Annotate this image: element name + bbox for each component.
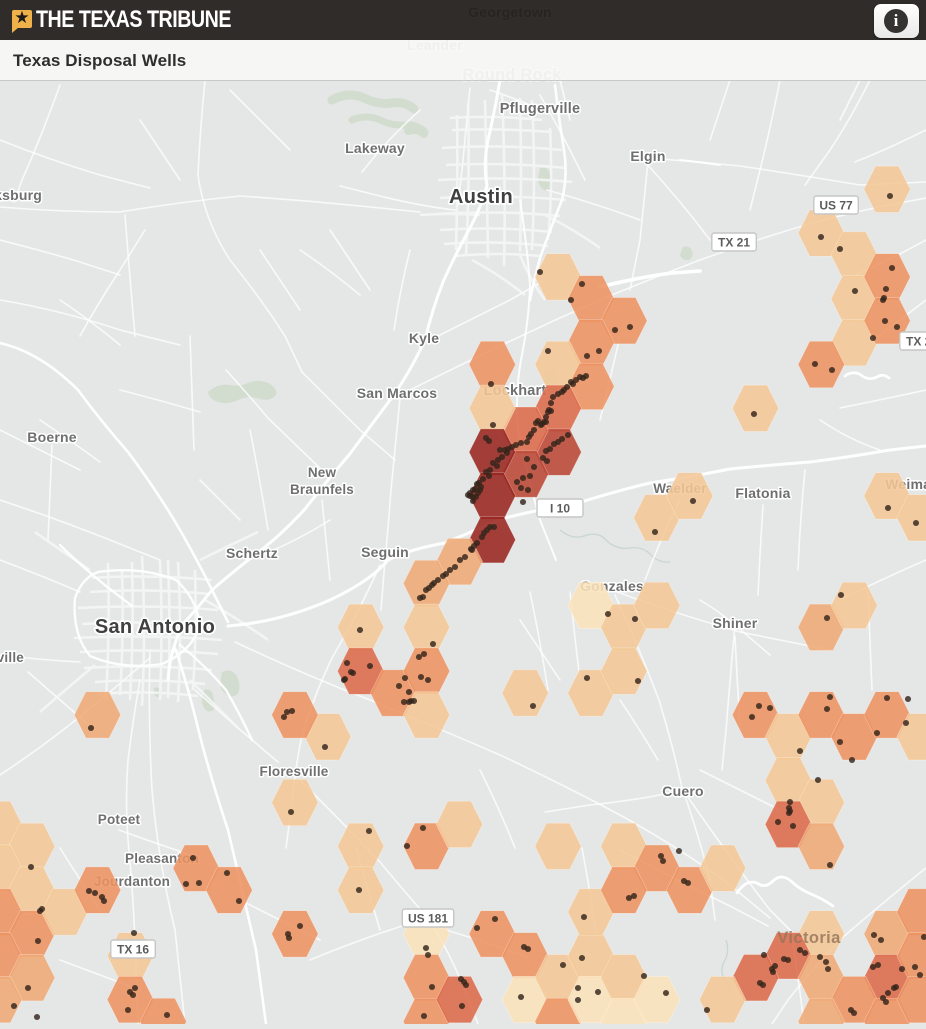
svg-text:Floresville: Floresville <box>260 764 329 779</box>
svg-text:ville: ville <box>0 650 24 665</box>
svg-text:Schertz: Schertz <box>226 545 278 561</box>
svg-text:San Antonio: San Antonio <box>95 616 215 638</box>
svg-text:Flatonia: Flatonia <box>735 485 790 501</box>
svg-text:Shiner: Shiner <box>713 615 758 631</box>
svg-text:Poteet: Poteet <box>98 812 141 827</box>
svg-text:Cuero: Cuero <box>662 783 703 799</box>
svg-text:I 10: I 10 <box>550 502 570 516</box>
svg-text:TX 16: TX 16 <box>117 943 149 957</box>
svg-text:US 181: US 181 <box>408 912 448 926</box>
svg-text:Seguin: Seguin <box>361 544 409 560</box>
svg-text:Boerne: Boerne <box>27 429 76 445</box>
svg-text:TX 23: TX 23 <box>906 335 926 349</box>
svg-text:ksburg: ksburg <box>0 187 42 203</box>
svg-text:Austin: Austin <box>449 186 513 208</box>
svg-text:San Marcos: San Marcos <box>357 385 438 401</box>
svg-text:TX 21: TX 21 <box>718 236 750 250</box>
svg-text:Victoria: Victoria <box>777 929 841 947</box>
svg-text:Kyle: Kyle <box>409 330 439 346</box>
svg-text:Braunfels: Braunfels <box>290 482 354 497</box>
svg-text:Elgin: Elgin <box>630 148 665 164</box>
svg-text:US 77: US 77 <box>819 199 853 213</box>
svg-text:Pflugerville: Pflugerville <box>500 101 581 117</box>
svg-text:New: New <box>308 465 337 480</box>
svg-text:Lakeway: Lakeway <box>345 140 405 156</box>
